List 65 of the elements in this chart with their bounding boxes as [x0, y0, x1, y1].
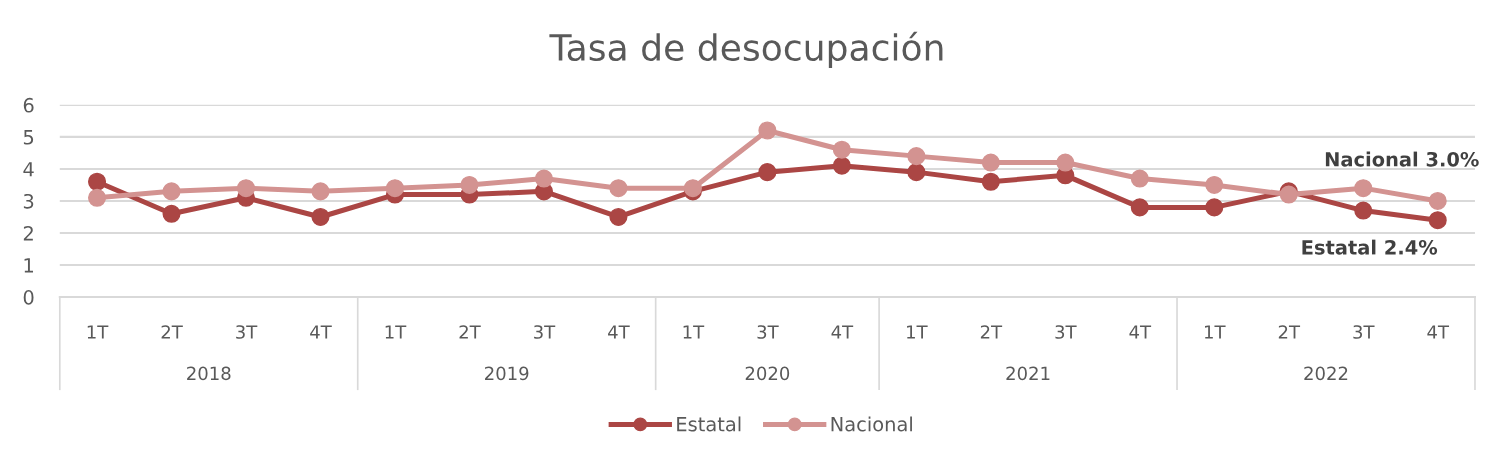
- point: [907, 163, 926, 182]
- x-tick-label: 3T: [1055, 325, 1077, 339]
- x-tick-label: 4T: [1129, 325, 1152, 339]
- point: [758, 121, 777, 140]
- text: 2020: [745, 366, 790, 381]
- x-tick-label: 4T: [831, 325, 854, 339]
- x-tick-label: 2T: [161, 325, 183, 339]
- point: [162, 204, 181, 223]
- x-tick-label: 4T: [310, 325, 332, 339]
- x-tick-label: 1T: [907, 325, 928, 339]
- point: [1056, 153, 1075, 172]
- point: [981, 153, 1000, 172]
- point: [1354, 201, 1373, 220]
- legend-label: Estatal: [677, 416, 741, 432]
- point: [1205, 198, 1224, 217]
- point: [1130, 169, 1149, 188]
- y-tick-label: 4: [23, 162, 34, 177]
- x-tick-label: 4T: [1427, 325, 1450, 339]
- x-tick-label: 2T: [459, 325, 481, 339]
- point: [832, 140, 851, 159]
- point: [1205, 175, 1224, 194]
- x-tick-label: 4T: [608, 325, 630, 339]
- text: 2022: [1304, 366, 1348, 381]
- x-tick-label: 3T: [757, 325, 779, 339]
- point: [88, 188, 107, 207]
- point: [385, 179, 404, 198]
- y-tick-label: 5: [23, 130, 34, 145]
- x-tick-label: 3T: [1353, 325, 1375, 339]
- point: [1428, 191, 1447, 210]
- point: [534, 169, 553, 188]
- x-tick-label: 1T: [385, 325, 407, 339]
- text: 2021: [1006, 366, 1050, 381]
- y-tick-label: 0: [23, 290, 34, 305]
- point: [1130, 198, 1149, 217]
- point: [981, 172, 1000, 191]
- point: [236, 179, 256, 198]
- point: [907, 147, 926, 166]
- data-label: Estatal 2.4%: [1302, 239, 1438, 255]
- x-tick-label: 3T: [534, 325, 556, 339]
- data-label: Nacional 3.0%: [1325, 151, 1479, 167]
- point: [88, 172, 107, 191]
- text: 2019: [485, 366, 529, 381]
- point: [609, 207, 628, 227]
- x-tick-label: 1T: [683, 325, 705, 339]
- point: [832, 156, 851, 175]
- text: 2018: [187, 366, 231, 381]
- chart-title: Tasa de desocupación: [549, 31, 943, 69]
- y-tick-label: 3: [23, 193, 34, 209]
- x-tick-label: 1T: [87, 325, 109, 339]
- y-tick-label: 6: [23, 97, 34, 113]
- x-tick-label: 3T: [236, 325, 258, 339]
- x-tick-label: 2T: [1278, 325, 1301, 339]
- point: [311, 207, 330, 227]
- x-tick-label: 2T: [980, 325, 1003, 339]
- point: [311, 182, 330, 201]
- point: [460, 175, 479, 194]
- legend-label: Nacional: [831, 416, 912, 432]
- point: [162, 182, 181, 201]
- point: [758, 163, 777, 182]
- point: [1354, 179, 1373, 198]
- point: [1428, 211, 1447, 230]
- point: [609, 179, 628, 198]
- y-tick-label: 1: [24, 258, 33, 273]
- x-tick-label: 1T: [1205, 325, 1226, 339]
- y-tick-label: 2: [23, 225, 33, 241]
